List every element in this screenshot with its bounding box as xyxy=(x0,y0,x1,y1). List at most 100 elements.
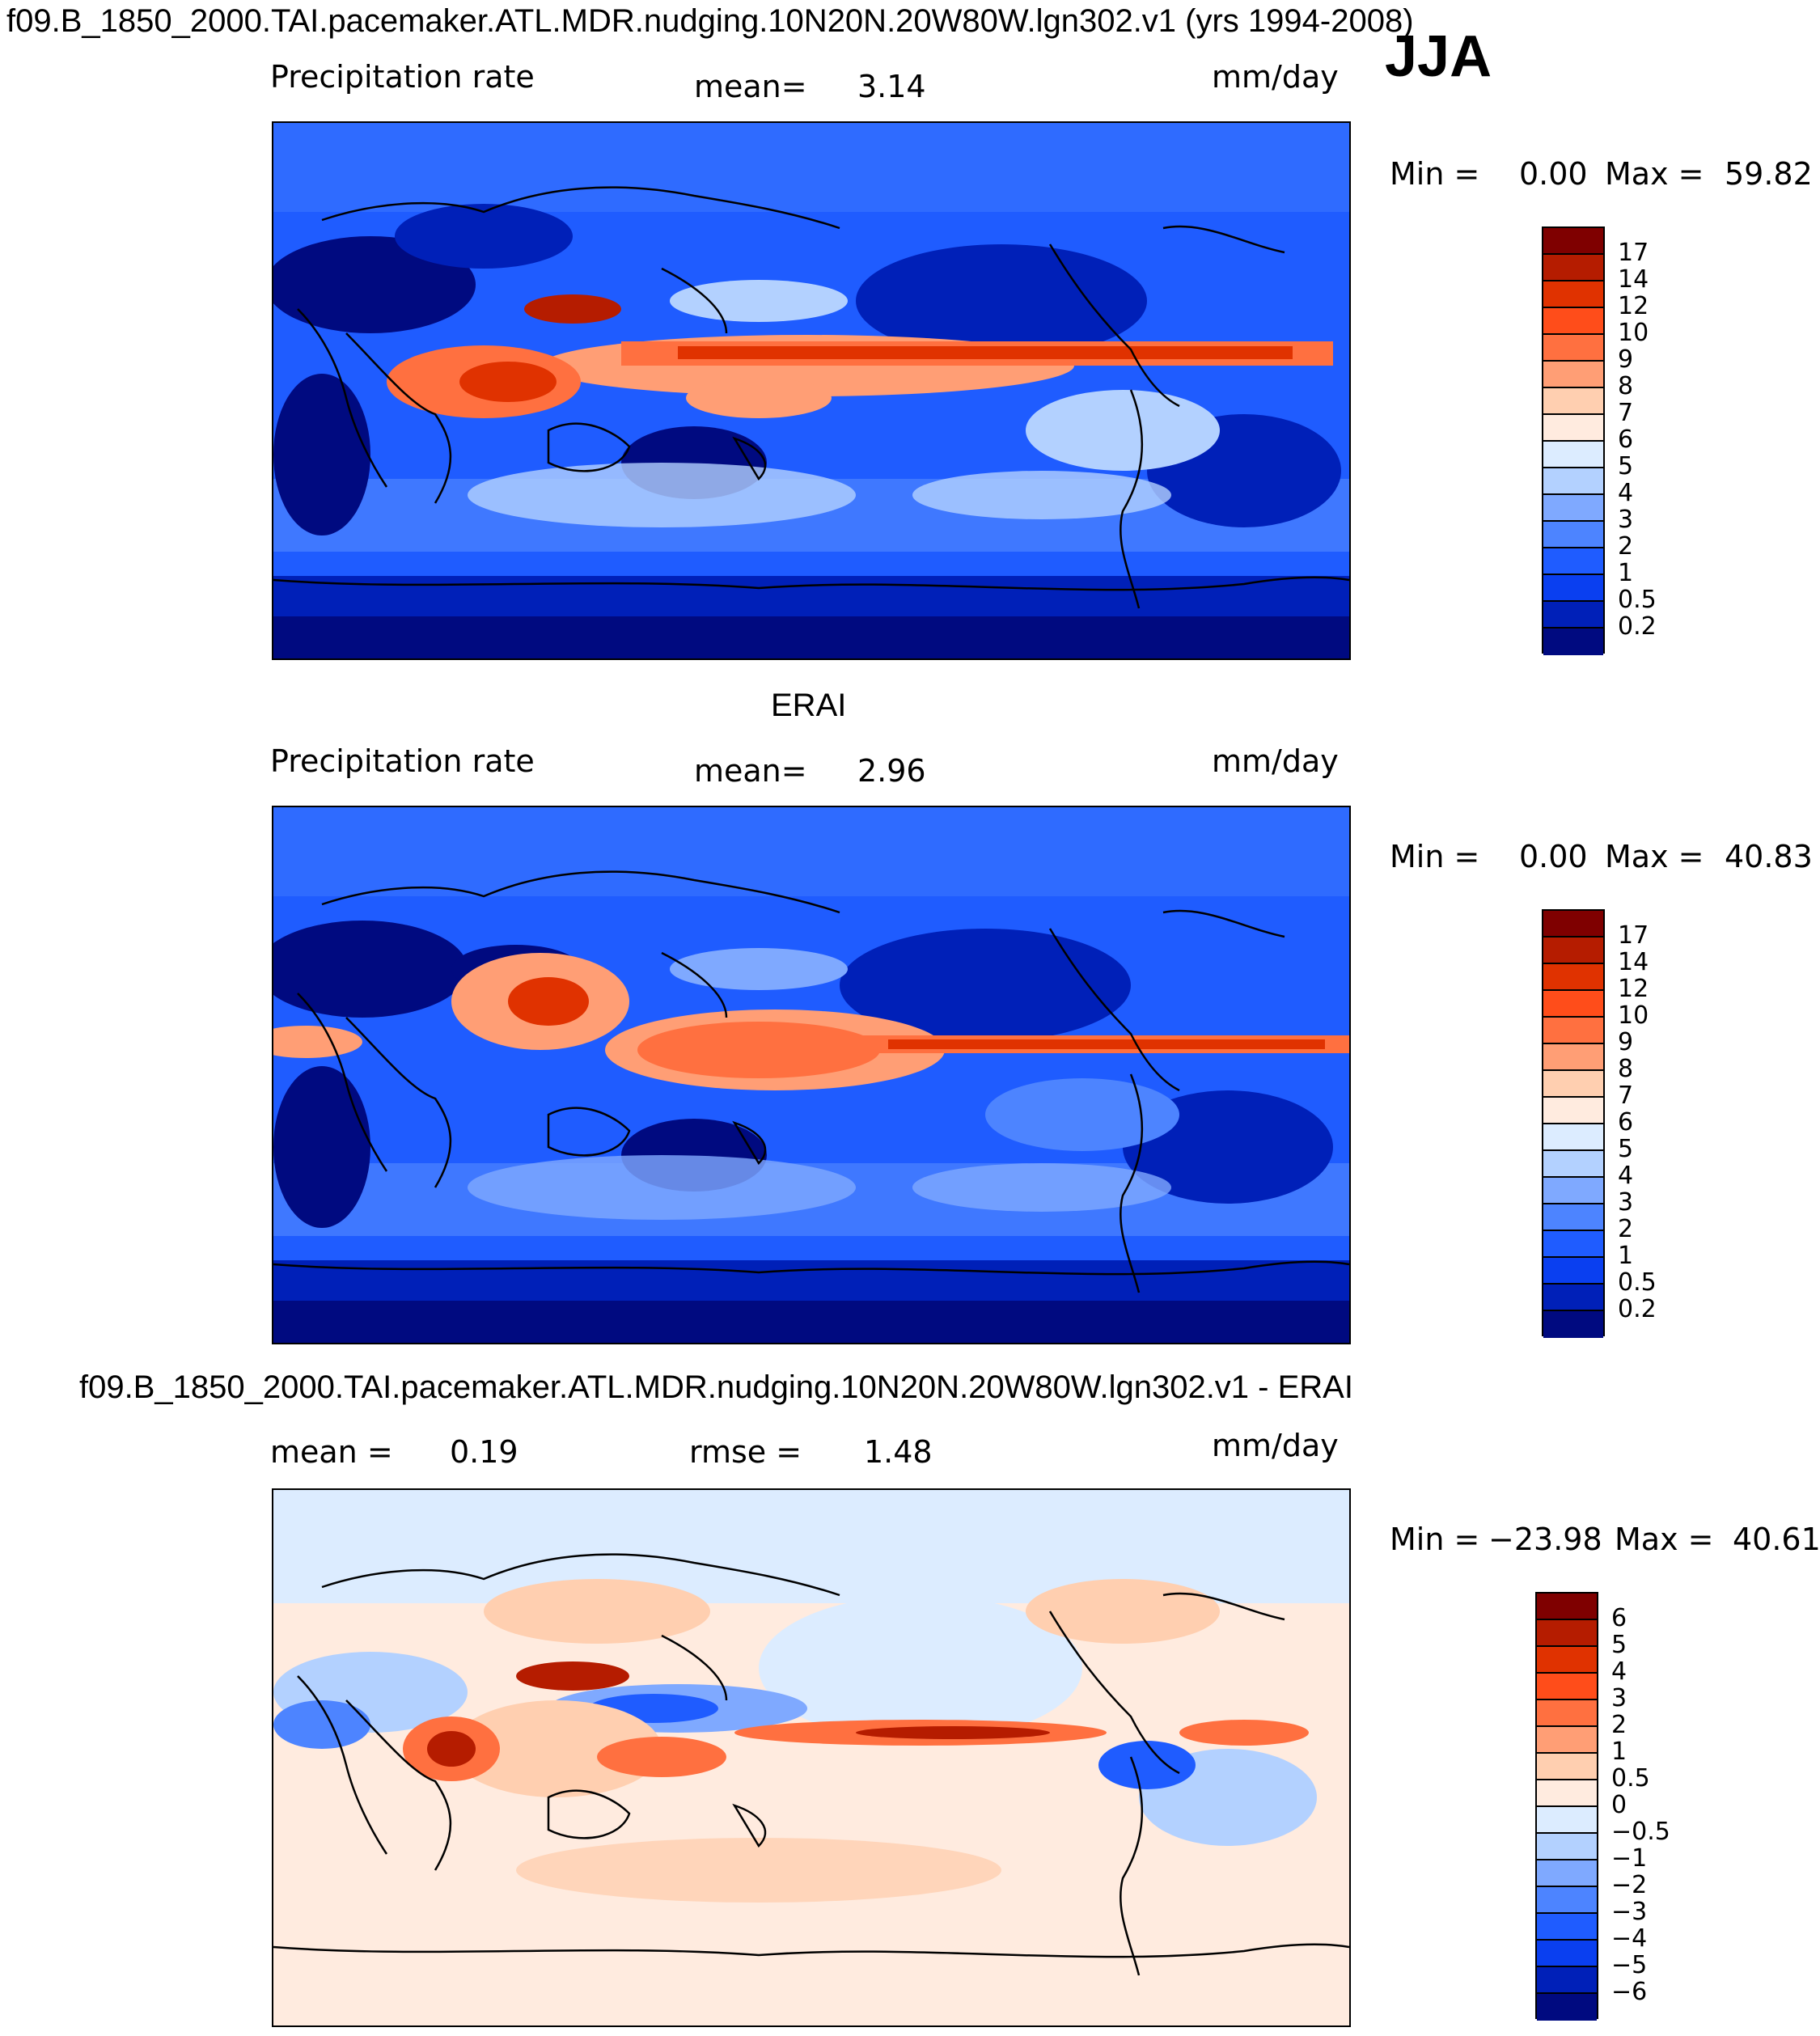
colorbar-tick-label: 9 xyxy=(1618,1028,1634,1056)
colorbar-tick-label: 4 xyxy=(1618,1162,1634,1190)
colorbar-segment xyxy=(1537,1620,1597,1647)
colorbar-tick-label: 6 xyxy=(1611,1604,1627,1632)
map-diff-field xyxy=(273,1490,1349,2025)
colorbar-segment xyxy=(1543,629,1603,655)
colorbar-segment xyxy=(1543,522,1603,548)
colorbar-tick-label: −6 xyxy=(1611,1978,1648,2006)
colorbar-model xyxy=(1542,226,1605,655)
map-obs-field xyxy=(273,807,1349,1343)
colorbar-segment xyxy=(1537,1914,1597,1941)
units-label-obs: mm/day xyxy=(1212,743,1339,779)
mean-label-diff: mean = xyxy=(270,1434,393,1470)
colorbar-tick-label: 12 xyxy=(1618,975,1649,1003)
variable-label-obs: Precipitation rate xyxy=(270,743,535,779)
units-label-model: mm/day xyxy=(1212,59,1339,95)
max-label-diff: Max = xyxy=(1615,1522,1714,1557)
min-value-obs: 0.00 xyxy=(1519,839,1588,874)
colorbar-segment xyxy=(1543,991,1603,1018)
colorbar-tick-label: 2 xyxy=(1611,1711,1627,1739)
map-diff xyxy=(272,1488,1351,2027)
panel-title-model: f09.B_1850_2000.TAI.pacemaker.ATL.MDR.nu… xyxy=(6,3,1414,39)
colorbar-tick-label: 17 xyxy=(1618,239,1649,267)
colorbar-tick-label: 3 xyxy=(1618,506,1634,534)
colorbar-segment xyxy=(1543,388,1603,415)
min-value-model: 0.00 xyxy=(1519,156,1588,192)
colorbar-tick-label: 8 xyxy=(1618,372,1634,400)
colorbar-tick-label: 0.2 xyxy=(1618,1295,1657,1323)
colorbar-segment xyxy=(1537,1647,1597,1674)
colorbar-tick-label: 3 xyxy=(1618,1188,1634,1217)
max-label-obs: Max = xyxy=(1605,839,1704,874)
colorbar-tick-label: 17 xyxy=(1618,921,1649,950)
colorbar-tick-label: −2 xyxy=(1611,1871,1648,1899)
colorbar-segment xyxy=(1543,495,1603,522)
colorbar-segment xyxy=(1537,1834,1597,1860)
colorbar-tick-label: −5 xyxy=(1611,1951,1648,1979)
max-value-diff: 40.61 xyxy=(1733,1522,1820,1557)
mean-label-model: mean= xyxy=(694,69,807,104)
colorbar-tick-label: 1 xyxy=(1618,1242,1634,1270)
colorbar-segment xyxy=(1537,1887,1597,1914)
colorbar-segment xyxy=(1543,1231,1603,1258)
map-obs xyxy=(272,806,1351,1344)
colorbar-segment xyxy=(1537,1807,1597,1834)
max-label-model: Max = xyxy=(1605,156,1704,192)
colorbar-tick-label: 0.5 xyxy=(1618,586,1657,614)
colorbar-tick-label: 5 xyxy=(1618,1135,1634,1163)
colorbar-segment xyxy=(1537,1780,1597,1807)
colorbar-tick-label: 1 xyxy=(1611,1738,1627,1766)
colorbar-segment xyxy=(1543,548,1603,575)
colorbar-segment xyxy=(1543,911,1603,938)
min-label-diff: Min = xyxy=(1390,1522,1480,1557)
colorbar-obs xyxy=(1542,909,1605,1338)
map-model-field xyxy=(273,123,1349,658)
colorbar-tick-label: 5 xyxy=(1611,1631,1627,1659)
colorbar-segment xyxy=(1543,602,1603,629)
colorbar-tick-label: 12 xyxy=(1618,292,1649,320)
colorbar-tick-label: 14 xyxy=(1618,265,1649,294)
mean-value-model: 3.14 xyxy=(857,69,926,104)
colorbar-diff xyxy=(1535,1592,1598,2021)
colorbar-segment xyxy=(1543,1071,1603,1098)
max-value-model: 59.82 xyxy=(1725,156,1813,192)
colorbar-tick-label: 4 xyxy=(1618,479,1634,507)
colorbar-segment xyxy=(1537,1860,1597,1887)
colorbar-segment xyxy=(1537,1674,1597,1700)
colorbar-tick-label: 10 xyxy=(1618,1001,1649,1030)
colorbar-segment xyxy=(1543,1044,1603,1071)
colorbar-tick-label: 0.5 xyxy=(1618,1268,1657,1297)
mean-label-obs: mean= xyxy=(694,753,807,789)
colorbar-tick-label: 7 xyxy=(1618,1081,1634,1110)
colorbar-segment xyxy=(1543,255,1603,281)
colorbar-tick-label: 0.5 xyxy=(1611,1764,1650,1793)
panel-title-obs: ERAI xyxy=(771,688,847,723)
season-label: JJA xyxy=(1385,24,1492,89)
max-value-obs: 40.83 xyxy=(1725,839,1813,874)
colorbar-tick-label: 6 xyxy=(1618,425,1634,454)
colorbar-segment xyxy=(1543,1178,1603,1204)
colorbar-segment xyxy=(1543,1151,1603,1178)
colorbar-tick-label: 2 xyxy=(1618,532,1634,561)
colorbar-segment xyxy=(1543,1311,1603,1338)
panel-title-diff: f09.B_1850_2000.TAI.pacemaker.ATL.MDR.nu… xyxy=(79,1369,1353,1405)
colorbar-tick-label: 8 xyxy=(1618,1055,1634,1083)
colorbar-tick-label: 5 xyxy=(1618,452,1634,480)
colorbar-tick-label: 3 xyxy=(1611,1684,1627,1712)
colorbar-tick-label: −0.5 xyxy=(1611,1818,1670,1846)
colorbar-segment xyxy=(1543,468,1603,495)
colorbar-segment xyxy=(1537,1700,1597,1727)
colorbar-segment xyxy=(1537,1994,1597,2021)
colorbar-segment xyxy=(1543,938,1603,964)
colorbar-tick-label: 4 xyxy=(1611,1657,1627,1686)
colorbar-tick-label: 0 xyxy=(1611,1791,1627,1819)
units-label-diff: mm/day xyxy=(1212,1428,1339,1463)
colorbar-tick-label: 1 xyxy=(1618,559,1634,587)
colorbar-tick-label: 2 xyxy=(1618,1215,1634,1243)
variable-label-model: Precipitation rate xyxy=(270,59,535,95)
map-model xyxy=(272,121,1351,660)
colorbar-tick-label: 6 xyxy=(1618,1108,1634,1137)
colorbar-tick-label: −3 xyxy=(1611,1898,1648,1926)
colorbar-tick-label: 14 xyxy=(1618,948,1649,976)
min-label-model: Min = xyxy=(1390,156,1480,192)
colorbar-segment xyxy=(1537,1941,1597,1967)
